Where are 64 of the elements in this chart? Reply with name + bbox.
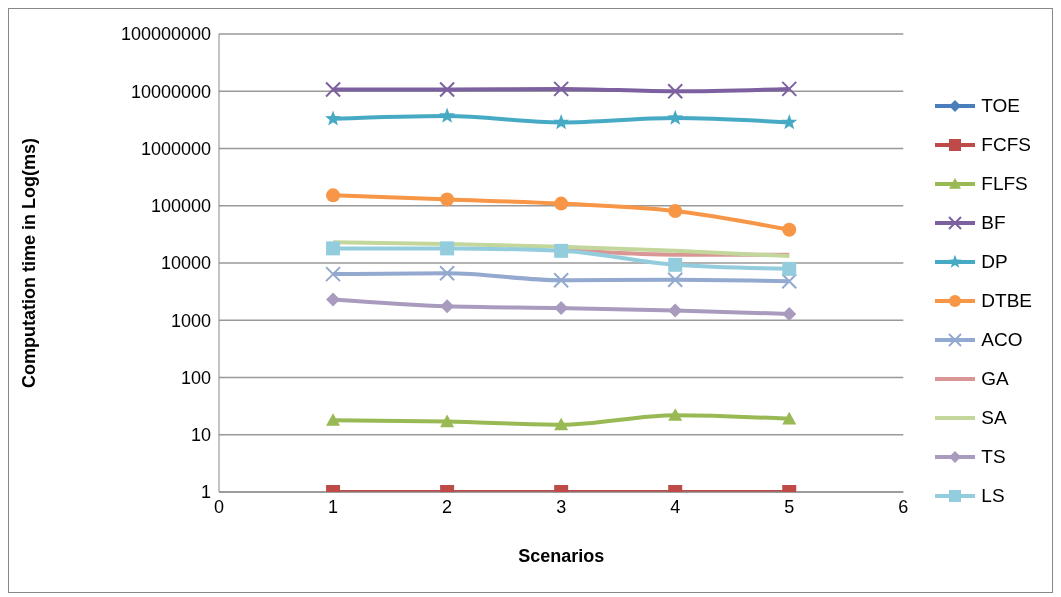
- x-tick-label: 2: [442, 496, 453, 517]
- point: [667, 109, 684, 125]
- y-tick-label: 1: [200, 482, 211, 503]
- y-tick-label: 10000000: [130, 81, 211, 102]
- point: [667, 83, 684, 100]
- point: [440, 192, 455, 207]
- point: [667, 271, 684, 288]
- point: [326, 241, 341, 256]
- y-axis-title: Computation time in Log(ms): [19, 138, 40, 388]
- x-tick-label: 6: [898, 496, 909, 517]
- point: [782, 222, 797, 237]
- point: [326, 188, 341, 203]
- point: [554, 301, 569, 316]
- point: [782, 411, 797, 425]
- x-tick-label: 3: [556, 496, 567, 517]
- legend-label: DTBE: [981, 289, 1032, 312]
- point: [553, 114, 570, 130]
- legend-label: SA: [981, 406, 1007, 429]
- x-axis-title: Scenarios: [518, 546, 605, 566]
- y-tick-label: 10000: [160, 253, 211, 274]
- point: [325, 266, 342, 283]
- point: [326, 413, 341, 426]
- x-tick-label: 1: [328, 496, 339, 517]
- point: [439, 265, 456, 282]
- y-tick-label: 100000: [150, 196, 211, 217]
- point: [668, 203, 683, 218]
- x-tick-label: 5: [784, 496, 795, 517]
- point: [553, 272, 570, 289]
- point: [668, 257, 683, 272]
- point: [440, 241, 455, 256]
- point: [325, 81, 342, 98]
- y-tick-label: 1000000: [140, 138, 211, 159]
- point: [782, 306, 797, 321]
- point: [554, 243, 569, 258]
- point: [781, 114, 798, 130]
- point: [439, 81, 456, 98]
- y-tick-label: 10: [190, 425, 211, 446]
- point: [553, 80, 570, 97]
- legend-label: DP: [981, 250, 1008, 273]
- legend-label: FLFS: [981, 172, 1028, 195]
- legend-label: TOE: [981, 94, 1021, 117]
- point: [440, 299, 455, 314]
- point: [668, 303, 683, 318]
- x-tick-label: 4: [670, 496, 681, 517]
- point: [325, 110, 342, 126]
- point: [668, 408, 683, 421]
- y-tick-label: 100000000: [120, 24, 211, 45]
- legend-label: LS: [981, 484, 1005, 507]
- point: [781, 80, 798, 97]
- point: [439, 107, 456, 123]
- point: [326, 292, 341, 307]
- x-tick-label: 0: [213, 496, 225, 517]
- point: [782, 261, 797, 276]
- point: [440, 414, 455, 428]
- y-tick-label: 100: [180, 367, 211, 388]
- legend-label: FCFS: [981, 133, 1031, 156]
- legend-label: GA: [981, 367, 1009, 390]
- legend-label: ACO: [981, 328, 1023, 351]
- point: [554, 417, 569, 431]
- point: [554, 196, 569, 211]
- point: [781, 273, 798, 290]
- legend-label: BF: [981, 211, 1006, 234]
- y-tick-label: 1000: [170, 310, 211, 331]
- legend-label: TS: [981, 445, 1006, 468]
